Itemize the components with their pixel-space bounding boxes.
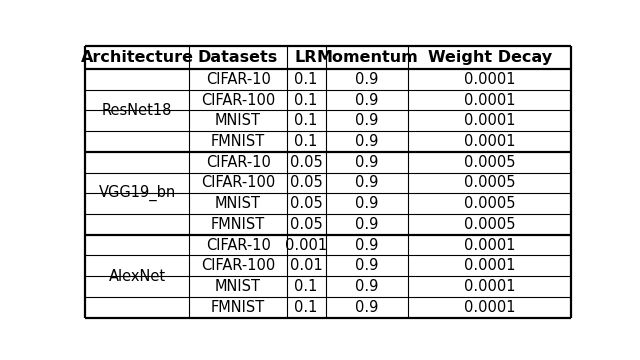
Text: CIFAR-10: CIFAR-10 [205,72,271,87]
Text: CIFAR-10: CIFAR-10 [205,238,271,253]
Text: 0.0005: 0.0005 [464,175,515,190]
Text: 0.9: 0.9 [355,217,379,232]
Text: 0.0001: 0.0001 [464,258,515,273]
Text: 0.001: 0.001 [285,238,327,253]
Text: 0.0005: 0.0005 [464,217,515,232]
Text: 0.1: 0.1 [294,300,318,315]
Text: Architecture: Architecture [81,50,194,65]
Text: ResNet18: ResNet18 [102,103,172,118]
Text: 0.9: 0.9 [355,72,379,87]
Text: 0.9: 0.9 [355,113,379,128]
Text: CIFAR-10: CIFAR-10 [205,155,271,170]
Text: AlexNet: AlexNet [109,269,166,284]
Text: 0.0001: 0.0001 [464,113,515,128]
Text: 0.0005: 0.0005 [464,155,515,170]
Text: 0.1: 0.1 [294,93,318,108]
Text: 0.0001: 0.0001 [464,238,515,253]
Text: FMNIST: FMNIST [211,134,265,149]
Text: VGG19_bn: VGG19_bn [99,185,176,201]
Text: CIFAR-100: CIFAR-100 [201,93,275,108]
Text: 0.05: 0.05 [290,196,323,211]
Text: 0.0005: 0.0005 [464,196,515,211]
Text: 0.0001: 0.0001 [464,300,515,315]
Text: 0.1: 0.1 [294,72,318,87]
Text: 0.0001: 0.0001 [464,134,515,149]
Text: Datasets: Datasets [198,50,278,65]
Text: 0.01: 0.01 [290,258,323,273]
Text: MNIST: MNIST [215,279,261,294]
Text: LR: LR [295,50,317,65]
Text: 0.9: 0.9 [355,300,379,315]
Text: MNIST: MNIST [215,196,261,211]
Text: 0.9: 0.9 [355,93,379,108]
Text: 0.1: 0.1 [294,279,318,294]
Text: CIFAR-100: CIFAR-100 [201,258,275,273]
Text: 0.1: 0.1 [294,134,318,149]
Text: FMNIST: FMNIST [211,217,265,232]
Text: 0.05: 0.05 [290,155,323,170]
Text: 0.05: 0.05 [290,217,323,232]
Text: 0.05: 0.05 [290,175,323,190]
Text: 0.9: 0.9 [355,134,379,149]
Text: 0.0001: 0.0001 [464,279,515,294]
Text: FMNIST: FMNIST [211,300,265,315]
Text: 0.0001: 0.0001 [464,72,515,87]
Text: 0.9: 0.9 [355,279,379,294]
Text: Momentum: Momentum [316,50,418,65]
Text: 0.0001: 0.0001 [464,93,515,108]
Text: MNIST: MNIST [215,113,261,128]
Text: Weight Decay: Weight Decay [428,50,552,65]
Text: 0.1: 0.1 [294,113,318,128]
Text: 0.9: 0.9 [355,155,379,170]
Text: 0.9: 0.9 [355,196,379,211]
Text: 0.9: 0.9 [355,258,379,273]
Text: 0.9: 0.9 [355,238,379,253]
Text: CIFAR-100: CIFAR-100 [201,175,275,190]
Text: 0.9: 0.9 [355,175,379,190]
